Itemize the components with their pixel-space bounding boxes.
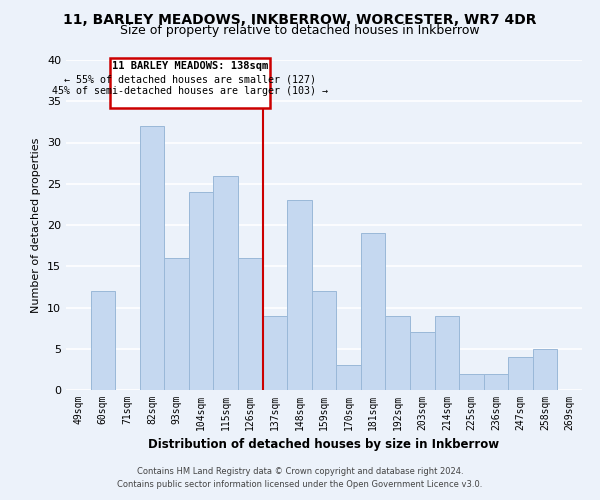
Bar	[459, 374, 484, 390]
Text: ← 55% of detached houses are smaller (127): ← 55% of detached houses are smaller (12…	[64, 74, 316, 84]
FancyBboxPatch shape	[110, 58, 270, 108]
Bar	[410, 332, 434, 390]
Bar	[287, 200, 312, 390]
Bar	[214, 176, 238, 390]
Bar	[140, 126, 164, 390]
Bar	[484, 374, 508, 390]
Y-axis label: Number of detached properties: Number of detached properties	[31, 138, 41, 312]
Text: Contains HM Land Registry data © Crown copyright and database right 2024.
Contai: Contains HM Land Registry data © Crown c…	[118, 467, 482, 489]
X-axis label: Distribution of detached houses by size in Inkberrow: Distribution of detached houses by size …	[148, 438, 500, 452]
Bar	[238, 258, 263, 390]
Bar	[263, 316, 287, 390]
Bar	[434, 316, 459, 390]
Text: 45% of semi-detached houses are larger (103) →: 45% of semi-detached houses are larger (…	[52, 86, 328, 97]
Text: 11 BARLEY MEADOWS: 138sqm: 11 BARLEY MEADOWS: 138sqm	[112, 61, 268, 71]
Bar	[164, 258, 189, 390]
Text: Size of property relative to detached houses in Inkberrow: Size of property relative to detached ho…	[120, 24, 480, 37]
Bar	[91, 291, 115, 390]
Bar	[533, 349, 557, 390]
Bar	[508, 357, 533, 390]
Bar	[312, 291, 336, 390]
Bar	[385, 316, 410, 390]
Text: 11, BARLEY MEADOWS, INKBERROW, WORCESTER, WR7 4DR: 11, BARLEY MEADOWS, INKBERROW, WORCESTER…	[63, 12, 537, 26]
Bar	[189, 192, 214, 390]
Bar	[361, 233, 385, 390]
Bar	[336, 365, 361, 390]
